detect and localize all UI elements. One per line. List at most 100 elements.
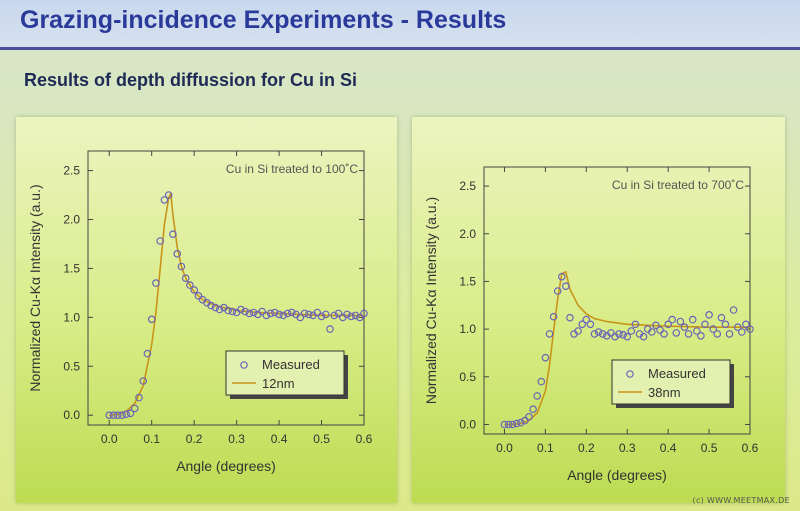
chart-panel-700c: 0.0 0.1 0.2 0.3 0.4 0.5 0.6 0.0 0.5 1.0 1.5 2.0 2.5 A… bbox=[412, 117, 785, 503]
data-point bbox=[215, 305, 224, 314]
data-point bbox=[537, 377, 546, 386]
data-point bbox=[668, 315, 677, 324]
x-tick-label: 0.4 bbox=[660, 441, 677, 455]
data-point bbox=[684, 330, 693, 338]
x-tick-label: 0.3 bbox=[619, 441, 636, 455]
data-point bbox=[574, 327, 582, 335]
data-point bbox=[553, 287, 562, 295]
data-point bbox=[173, 250, 182, 258]
data-point bbox=[737, 328, 746, 336]
data-point bbox=[130, 404, 139, 413]
data-point bbox=[351, 311, 360, 320]
data-point bbox=[147, 315, 156, 324]
data-point bbox=[190, 286, 199, 294]
data-point bbox=[680, 323, 689, 332]
legend-label-fit: 38nm bbox=[648, 385, 681, 400]
legend-label-fit: 12nm bbox=[262, 376, 295, 391]
data-point bbox=[186, 281, 194, 289]
legend-box bbox=[611, 359, 731, 405]
data-point bbox=[594, 328, 603, 336]
data-point bbox=[237, 305, 245, 314]
data-point bbox=[143, 349, 152, 358]
data-point bbox=[590, 330, 599, 338]
data-point bbox=[619, 331, 627, 339]
y-tick-label: 0.5 bbox=[459, 370, 476, 384]
page-subtitle: Results of depth diffussion for Cu in Si bbox=[24, 70, 357, 90]
data-point bbox=[317, 312, 326, 321]
x-tick-label: 0.5 bbox=[313, 432, 330, 446]
legend-box bbox=[225, 350, 345, 396]
data-point bbox=[270, 308, 279, 317]
x-tick-label: 0.6 bbox=[742, 441, 759, 455]
y-tick-label: 1.5 bbox=[459, 274, 476, 288]
data-point bbox=[639, 332, 648, 341]
data-point bbox=[152, 279, 160, 287]
x-tick-label: 0.1 bbox=[537, 441, 554, 455]
data-point bbox=[725, 330, 734, 338]
data-point bbox=[283, 309, 292, 318]
y-tick-label: 2.5 bbox=[459, 179, 476, 193]
data-point bbox=[500, 420, 509, 429]
data-point bbox=[733, 323, 742, 332]
data-point bbox=[508, 420, 517, 429]
data-point bbox=[717, 313, 726, 322]
data-point bbox=[701, 320, 709, 329]
data-point bbox=[598, 330, 607, 338]
x-axis-label: Angle (degrees) bbox=[176, 458, 276, 474]
y-tick-label: 1.5 bbox=[63, 261, 80, 275]
data-point bbox=[207, 301, 215, 310]
data-point bbox=[313, 308, 322, 317]
data-point bbox=[504, 420, 513, 429]
data-point bbox=[692, 327, 701, 335]
x-tick-label: 0.0 bbox=[101, 432, 118, 446]
data-point bbox=[258, 307, 266, 316]
data-point bbox=[697, 332, 705, 340]
data-point bbox=[529, 405, 537, 414]
data-point bbox=[623, 332, 632, 341]
data-point bbox=[517, 418, 525, 427]
data-point bbox=[224, 306, 232, 315]
chart-annotation: Cu in Si treated to 100˚C bbox=[226, 162, 358, 176]
data-point bbox=[648, 328, 656, 336]
y-tick-label: 0.0 bbox=[63, 408, 80, 422]
y-tick-label: 1.0 bbox=[459, 322, 476, 336]
data-point bbox=[656, 326, 664, 334]
data-point bbox=[713, 330, 722, 338]
data-point bbox=[326, 325, 334, 333]
data-point bbox=[607, 329, 615, 337]
data-point bbox=[652, 321, 660, 330]
chart-annotation: Cu in Si treated to 700˚C bbox=[612, 178, 744, 192]
data-point bbox=[558, 272, 566, 281]
data-point bbox=[721, 320, 730, 329]
x-tick-label: 0.1 bbox=[143, 432, 160, 446]
data-point bbox=[688, 315, 697, 324]
data-point bbox=[245, 309, 254, 318]
data-point bbox=[578, 320, 587, 329]
chart-700c: 0.0 0.1 0.2 0.3 0.4 0.5 0.6 0.0 0.5 1.0 1.5 2.0 2.5 A… bbox=[423, 166, 759, 483]
x-tick-label: 0.6 bbox=[356, 432, 373, 446]
data-point bbox=[177, 262, 186, 271]
y-axis-label: Normalized Cu-Kα Intensity (a.u.) bbox=[27, 184, 43, 391]
legend-marker-measured bbox=[240, 361, 248, 369]
data-point bbox=[709, 325, 718, 333]
data-point bbox=[211, 303, 220, 312]
y-tick-label: 2.5 bbox=[63, 164, 80, 178]
data-point bbox=[615, 330, 623, 338]
data-point bbox=[330, 311, 339, 320]
y-tick-label: 1.0 bbox=[63, 310, 80, 324]
y-axis-label: Normalized Cu-Kα Intensity (a.u.) bbox=[423, 197, 439, 404]
data-point bbox=[156, 237, 165, 245]
data-point bbox=[631, 320, 640, 329]
x-axis-label: Angle (degrees) bbox=[567, 467, 667, 483]
data-point bbox=[296, 313, 305, 322]
data-point bbox=[676, 317, 685, 326]
data-point bbox=[566, 313, 574, 322]
x-tick-label: 0.2 bbox=[578, 441, 595, 455]
data-point bbox=[541, 353, 550, 362]
data-point bbox=[169, 230, 177, 239]
y-tick-label: 0.0 bbox=[459, 417, 476, 431]
watermark: (c) WWW.MEETMAX.DE bbox=[692, 496, 790, 505]
data-point bbox=[355, 313, 364, 322]
data-point bbox=[135, 393, 143, 402]
y-tick-label: 2.0 bbox=[63, 213, 80, 227]
